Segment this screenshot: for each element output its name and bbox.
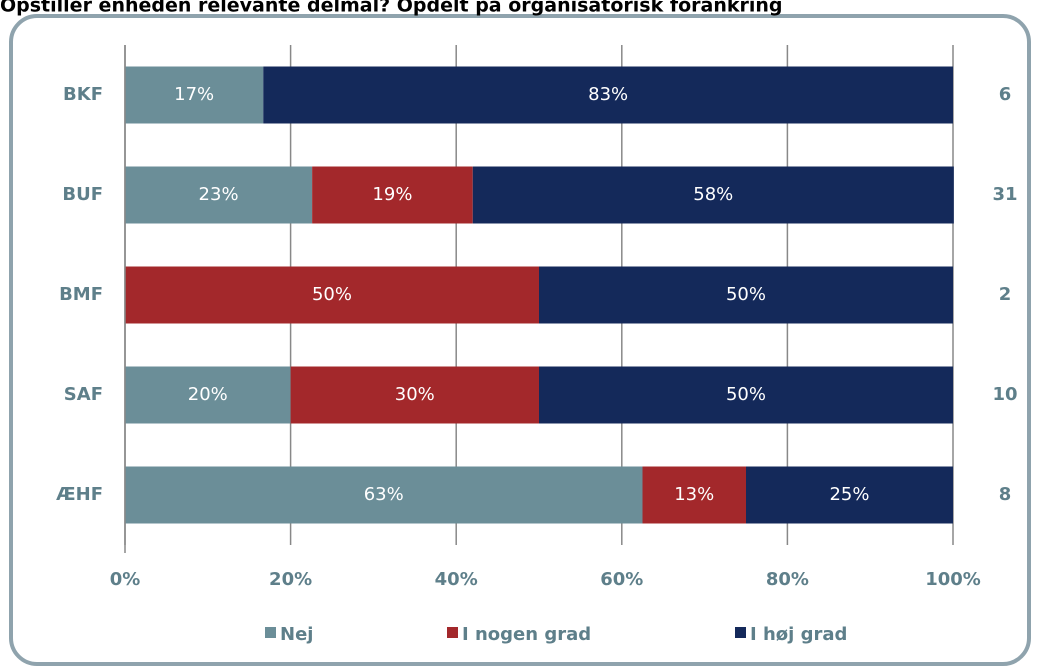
bar-segment	[539, 266, 953, 324]
data-label: 50%	[726, 284, 766, 305]
bar-segment	[125, 466, 643, 524]
y-tick-label: SAF	[64, 384, 103, 405]
data-label: 25%	[829, 484, 869, 505]
x-tick-label: 40%	[435, 569, 478, 590]
total-label: 31	[992, 184, 1017, 205]
bar-segment	[642, 466, 746, 524]
y-tick-label: ÆHF	[56, 484, 103, 505]
bar-segment	[746, 466, 953, 524]
data-label: 19%	[372, 184, 412, 205]
x-tick-label: 0%	[110, 569, 141, 590]
bar-segment	[125, 166, 313, 224]
bar-segment	[125, 266, 539, 324]
x-tick-label: 80%	[766, 569, 809, 590]
bar-segment	[125, 366, 291, 424]
bar-segment	[312, 166, 473, 224]
data-label: 83%	[588, 84, 628, 105]
total-label: 6	[999, 84, 1012, 105]
x-tick-label: 60%	[600, 569, 643, 590]
data-label: 50%	[726, 384, 766, 405]
x-tick-label: 20%	[269, 569, 312, 590]
legend-label: I høj grad	[750, 624, 847, 645]
y-tick-label: BUF	[62, 184, 103, 205]
data-label: 58%	[693, 184, 733, 205]
data-label: 50%	[312, 284, 352, 305]
bar-segment	[472, 166, 954, 224]
bar-segment	[539, 366, 953, 424]
legend-swatch	[735, 627, 746, 638]
total-label: 2	[999, 284, 1012, 305]
data-label: 13%	[674, 484, 714, 505]
legend-swatch	[447, 627, 458, 638]
data-label: 30%	[395, 384, 435, 405]
chart-title: Opstiller enheden relevante delmål? Opde…	[0, 0, 783, 17]
data-label: 20%	[188, 384, 228, 405]
y-tick-label: BMF	[59, 284, 103, 305]
legend-label: Nej	[280, 624, 313, 645]
bar-segment	[125, 66, 264, 124]
legend-label: I nogen grad	[462, 624, 591, 645]
legend-swatch	[265, 627, 276, 638]
bar-segment	[263, 66, 953, 124]
total-label: 10	[992, 384, 1017, 405]
bar-segment	[290, 366, 539, 424]
data-label: 23%	[199, 184, 239, 205]
total-label: 8	[999, 484, 1012, 505]
x-tick-label: 100%	[925, 569, 981, 590]
y-tick-label: BKF	[63, 84, 103, 105]
data-label: 63%	[364, 484, 404, 505]
data-label: 17%	[174, 84, 214, 105]
